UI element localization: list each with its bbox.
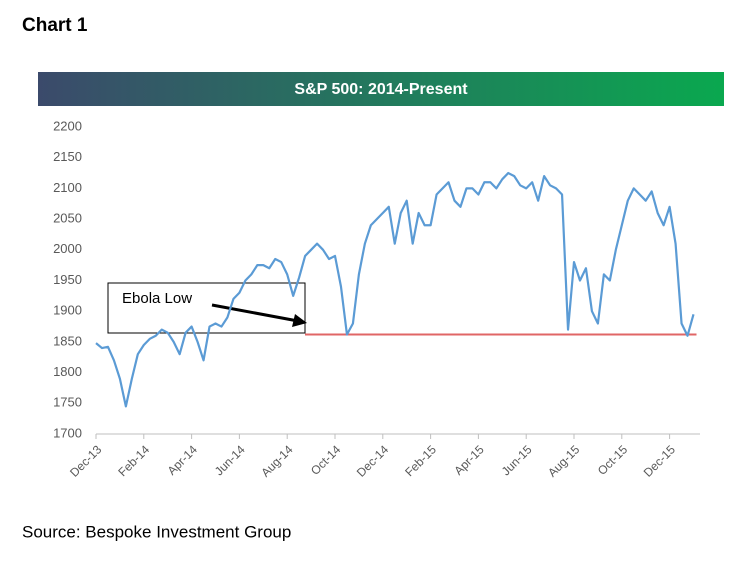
annotation: Ebola Low [122, 290, 192, 307]
x-tick-label: Oct-15 [595, 442, 631, 478]
arrow-head [292, 314, 307, 327]
x-tick-label: Feb-15 [402, 442, 439, 479]
x-tick-label: Jun-14 [212, 442, 248, 478]
x-tick-label: Aug-14 [258, 442, 295, 479]
y-tick-label: 1750 [53, 395, 82, 410]
annotation-box [107, 282, 306, 334]
x-tick-label: Oct-14 [308, 442, 344, 478]
x-tick-label: Apr-14 [165, 442, 201, 478]
source: Source: Bespoke Investment Group [22, 522, 291, 541]
x-tick-label: Dec-14 [354, 442, 391, 479]
x-tick-label: Apr-15 [451, 442, 487, 478]
x-tick-label: Dec-13 [67, 442, 104, 479]
y-tick-label: 2150 [53, 149, 82, 164]
x-tick-label: Dec-15 [641, 442, 678, 479]
y-tick-label: 2050 [53, 211, 82, 226]
price-line [95, 171, 695, 408]
heading: Chart 1 [22, 15, 88, 36]
y-tick-label: 2200 [53, 118, 82, 133]
y-tick-label: 1900 [53, 303, 82, 318]
annotation-arrow [211, 303, 299, 323]
y-tick-label: 2000 [53, 241, 82, 256]
y-tick-label: 1950 [53, 272, 82, 287]
x-tick-label: Feb-14 [115, 442, 152, 479]
y-tick-label: 1850 [53, 333, 82, 348]
y-tick-label: 2100 [53, 180, 82, 195]
x-tick-label: Aug-15 [545, 442, 582, 479]
title-bar [38, 72, 724, 106]
y-tick-label: 1700 [53, 425, 82, 440]
x-tick-label: Jun-15 [499, 442, 535, 478]
chart-title: S&P 500: 2014-Present [294, 81, 468, 98]
y-tick-label: 1800 [53, 364, 82, 379]
